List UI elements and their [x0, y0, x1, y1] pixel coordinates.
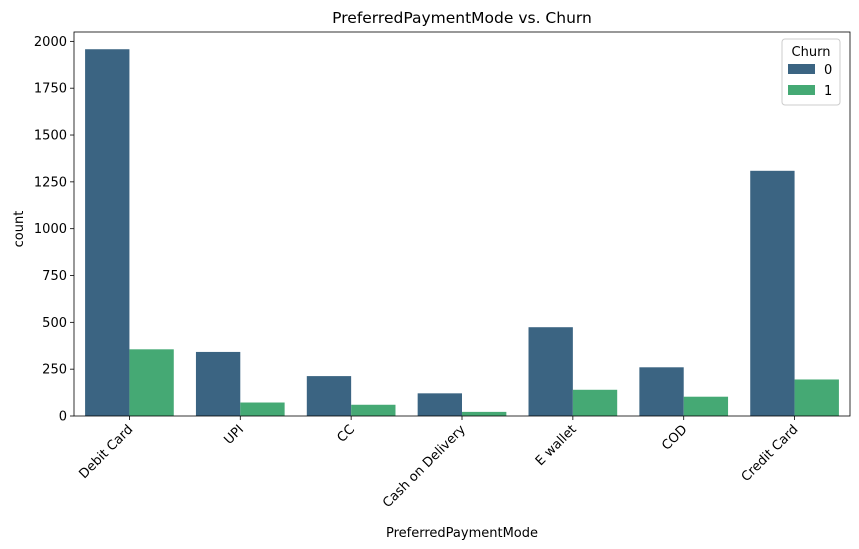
x-axis-label: PreferredPaymentMode: [386, 526, 538, 541]
y-tick-label: 1500: [34, 129, 67, 144]
x-tick-label: CC: [335, 422, 358, 445]
y-tick-label: 1750: [34, 82, 67, 97]
x-tick-label: E wallet: [533, 422, 580, 469]
y-tick-label: 250: [42, 363, 67, 378]
y-tick-label: 1000: [34, 222, 67, 237]
y-tick-label: 500: [42, 316, 67, 331]
y-tick-label: 750: [42, 269, 67, 284]
x-tick-label: Debit Card: [76, 422, 136, 482]
chart-title: PreferredPaymentMode vs. Churn: [332, 9, 592, 27]
bar-cash-on-delivery-churn-0: [417, 393, 462, 416]
x-tick-label: Cash on Delivery: [380, 422, 469, 511]
legend-swatch-1: [788, 85, 815, 95]
y-tick-label: 1250: [34, 175, 67, 190]
bar-cash-on-delivery-churn-1: [462, 411, 507, 416]
bar-cod-churn-1: [683, 396, 729, 416]
legend: Churn 0 1: [781, 38, 841, 106]
legend-title: Churn: [792, 45, 831, 60]
bar-debit-card-churn-1: [129, 349, 174, 416]
x-tick-label: COD: [659, 422, 690, 453]
bar-upi-churn-0: [195, 351, 241, 416]
bar-credit-card-churn-1: [794, 379, 839, 416]
legend-swatch-0: [788, 64, 815, 74]
bar-e-wallet-churn-1: [572, 389, 618, 416]
y-axis-ticks: 0 250 500 750 1000 1250 1500 1750 2000: [34, 35, 74, 425]
bar-debit-card-churn-0: [85, 49, 130, 417]
plot-frame: [73, 31, 851, 417]
y-tick-label: 2000: [34, 35, 67, 50]
y-tick-label: 0: [59, 410, 67, 425]
bar-credit-card-churn-0: [750, 170, 795, 416]
x-tick-label: UPI: [222, 422, 248, 448]
bars-group: [85, 49, 839, 417]
x-axis-ticks: Debit Card UPI CC Cash on Delivery E wallet C…: [76, 416, 801, 511]
x-tick-label: Credit Card: [739, 422, 802, 485]
legend-label-1: 1: [824, 84, 832, 99]
bar-cc-churn-1: [351, 404, 396, 416]
bar-cc-churn-0: [306, 376, 352, 416]
bar-cod-churn-0: [639, 367, 684, 416]
y-axis-label: count: [12, 211, 27, 248]
bar-upi-churn-1: [240, 402, 285, 416]
bar-e-wallet-churn-0: [528, 327, 573, 416]
legend-label-0: 0: [824, 63, 832, 78]
